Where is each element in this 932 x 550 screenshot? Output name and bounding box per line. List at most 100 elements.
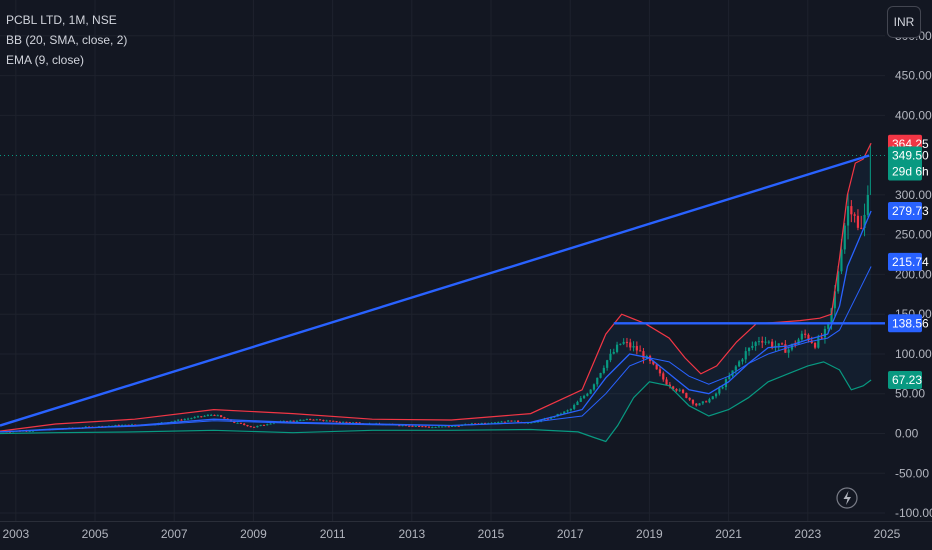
candle-body <box>417 425 421 427</box>
x-tick-label: 2013 <box>398 527 425 541</box>
candle-body <box>444 426 447 428</box>
indicator-lines <box>0 142 885 443</box>
candle-body <box>335 421 338 423</box>
bb-upper-line <box>0 142 872 432</box>
candle-body <box>718 388 721 394</box>
candle-body <box>711 396 714 400</box>
candle-body <box>764 341 767 343</box>
candle-body <box>672 386 675 390</box>
candle-body <box>500 421 503 423</box>
candle-body <box>582 395 586 399</box>
candle-body <box>450 425 454 427</box>
candle-body <box>840 249 843 272</box>
candle-body <box>342 421 345 423</box>
candle-body <box>747 347 751 352</box>
bollinger-band-fill <box>0 143 872 441</box>
candle-body <box>117 425 120 427</box>
candle-body <box>84 426 87 428</box>
candle-body <box>546 418 549 420</box>
currency-button[interactable]: INR <box>887 6 921 38</box>
candle-body <box>338 422 341 424</box>
bollinger-fill <box>0 143 872 441</box>
candle-body <box>427 426 431 428</box>
candle-body <box>823 328 827 338</box>
candle-body <box>289 420 292 422</box>
candle-body <box>457 425 460 427</box>
candle-body <box>563 411 566 414</box>
y-tick-label: 100.00 <box>895 347 932 361</box>
price-axis[interactable]: 500.00450.00400.00300.00250.00200.00150.… <box>895 29 932 520</box>
candle-body <box>200 416 203 418</box>
candle-body <box>193 417 196 419</box>
candle-body <box>856 215 860 228</box>
candle-body <box>252 426 256 428</box>
candle-body <box>414 425 417 427</box>
time-axis[interactable]: 2003 2005 2007 2009 2011 2013 2015 2017 2019 2021… <box>2 527 900 541</box>
candle-body <box>685 392 688 398</box>
trendlines[interactable] <box>0 154 885 427</box>
trendline-1 <box>0 154 870 427</box>
candle-body <box>708 399 711 403</box>
lightning-icon[interactable] <box>836 487 858 509</box>
candle-body <box>404 425 407 427</box>
candle-body <box>408 425 411 427</box>
candle-body <box>173 420 176 422</box>
candle-body <box>28 430 31 432</box>
candle-body <box>318 419 322 421</box>
price-tag-label: 215.74 <box>892 255 929 269</box>
candle-body <box>609 353 612 361</box>
x-tick-label: 2009 <box>240 527 267 541</box>
candle-body <box>210 414 213 416</box>
candle-body <box>632 346 635 348</box>
candle-body <box>507 420 510 422</box>
candle-body <box>794 343 797 345</box>
x-tick-label: 2021 <box>715 527 742 541</box>
candle-body <box>665 379 668 385</box>
candle-body <box>721 387 724 389</box>
candle-body <box>196 416 200 418</box>
candle-body <box>266 424 269 426</box>
candle-body <box>579 398 582 402</box>
candle-body <box>180 419 183 421</box>
candle-body <box>837 271 840 292</box>
candle-body <box>833 291 836 309</box>
bb-basis-line <box>0 266 872 433</box>
last-price-label: 349.50 <box>892 149 929 163</box>
candle-body <box>606 360 609 368</box>
candle-body <box>691 399 695 404</box>
y-tick-label: 400.00 <box>895 108 932 122</box>
candle-body <box>309 419 312 421</box>
candle-body <box>705 401 708 403</box>
candle-body <box>619 343 622 345</box>
symbol-title[interactable]: PCBL LTD, 1M, NSE <box>6 13 117 27</box>
candle-body <box>177 419 180 421</box>
candle-body <box>332 420 335 422</box>
last-price-tag <box>888 146 922 181</box>
y-tick-label: 450.00 <box>895 69 932 83</box>
candle-body <box>348 422 351 424</box>
candle-body <box>246 425 249 427</box>
price-tag <box>888 202 922 221</box>
bb-indicator-label[interactable]: BB (20, SMA, close, 2) <box>6 33 128 47</box>
candle-body <box>183 419 186 421</box>
candle-body <box>863 214 866 229</box>
candle-body <box>203 415 206 417</box>
candle-body <box>401 425 404 427</box>
candle-body <box>114 425 117 427</box>
ema-indicator-label[interactable]: EMA (9, close) <box>6 53 85 67</box>
candle-body <box>256 425 259 428</box>
candle-body <box>698 403 701 406</box>
price-tag <box>888 252 922 271</box>
candle-body <box>434 426 437 428</box>
candle-body <box>846 206 850 226</box>
candle-body <box>269 423 272 425</box>
candle-body <box>658 369 662 374</box>
candle-body <box>827 322 830 329</box>
x-tick-label: 2015 <box>478 527 505 541</box>
candle-body <box>780 343 784 345</box>
y-tick-label: 50.00 <box>895 387 925 401</box>
x-tick-label: 2019 <box>636 527 663 541</box>
candle-body <box>830 308 833 323</box>
candle-body <box>510 420 513 422</box>
